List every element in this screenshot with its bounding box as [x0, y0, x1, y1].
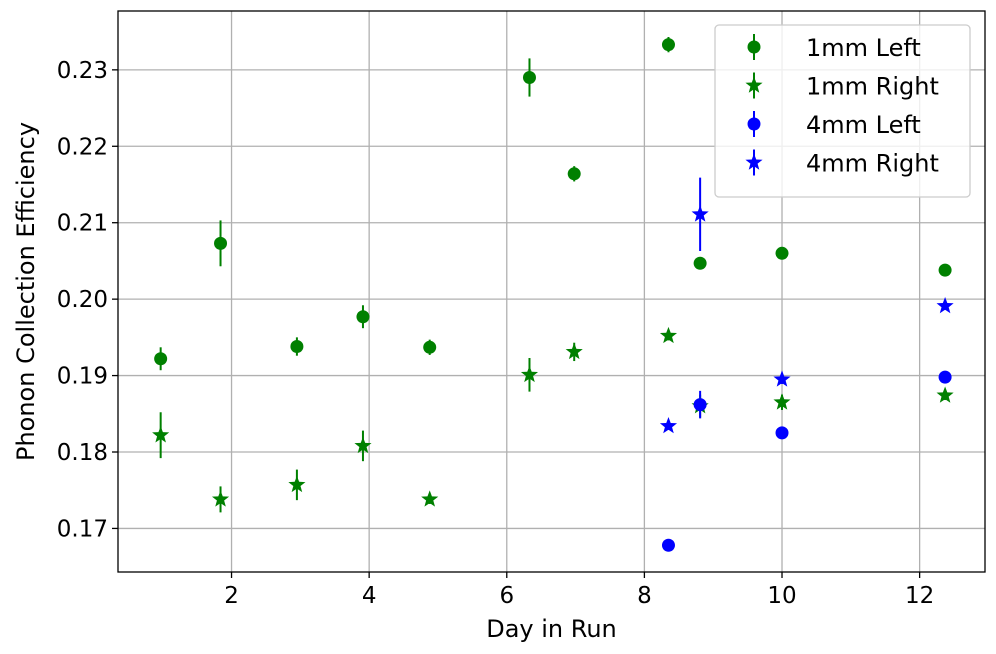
1mm-right-point [773, 393, 791, 410]
y-tick-label: 0.17 [57, 516, 108, 542]
1mm-right-point [211, 490, 230, 507]
1mm-right-point [520, 365, 539, 383]
x-tick-label: 12 [905, 583, 934, 609]
4mm-left-point [938, 370, 952, 384]
x-axis-title: Day in Run [486, 615, 617, 643]
1mm-left-point [522, 70, 536, 84]
x-tick-label: 6 [499, 583, 514, 609]
y-axis-title: Phonon Collection Efficiency [12, 122, 40, 461]
legend-label-4mm-left: 4mm Left [806, 111, 921, 139]
1mm-left-point [693, 256, 707, 270]
legend-label-4mm-right: 4mm Right [806, 150, 939, 178]
1mm-left-point [661, 38, 675, 52]
1mm-right-point [421, 490, 439, 507]
x-tick-label: 8 [637, 583, 652, 609]
1mm-left-point [938, 263, 952, 277]
legend-label-1mm-left: 1mm Left [806, 34, 921, 62]
y-tick-label: 0.18 [57, 440, 108, 466]
legend: 1mm Left 1mm Right 4mm Left 4mm Right [714, 24, 971, 198]
y-tick-label: 0.20 [57, 287, 108, 313]
data-markers [152, 38, 954, 552]
1mm-left-point [775, 246, 789, 260]
4mm-left-point [661, 538, 675, 552]
1mm-right-point [936, 386, 954, 403]
4mm-right-point [773, 370, 791, 387]
1mm-left-point [567, 167, 581, 181]
4mm-right-point [936, 297, 954, 314]
1mm-left-point [423, 340, 437, 354]
plot-frame [117, 10, 986, 573]
1mm-left-point [154, 352, 168, 366]
1mm-left-point [214, 236, 228, 250]
1mm-right-point [659, 326, 678, 344]
4mm-right-point [659, 417, 678, 434]
legend-box [714, 24, 971, 198]
4mm-left-point [775, 426, 789, 440]
legend-marker-1mm-left [747, 40, 761, 54]
legend-marker-4mm-right [745, 153, 763, 170]
1mm-right-point [288, 475, 306, 493]
y-tick-label: 0.21 [57, 211, 108, 237]
4mm-left-point [693, 398, 707, 412]
1mm-right-point [565, 342, 583, 360]
1mm-right-point [152, 426, 170, 443]
legend-label-1mm-right: 1mm Right [806, 73, 939, 101]
axis-ticks: 2 4 6 8 10 12 0.17 0.18 0.19 0.20 0.21 0.22 0.23 [57, 58, 934, 609]
legend-marker-1mm-right [745, 76, 763, 93]
x-tick-label: 10 [767, 583, 796, 609]
1mm-left-point [290, 340, 304, 354]
legend-marker-4mm-left [747, 117, 761, 131]
1mm-left-point [356, 310, 370, 324]
1mm-right-point [354, 436, 372, 454]
grid [118, 11, 985, 572]
y-tick-label: 0.19 [57, 364, 108, 390]
4mm-right-point [691, 205, 709, 222]
y-tick-label: 0.22 [57, 134, 108, 160]
x-tick-label: 4 [362, 583, 377, 609]
y-tick-label: 0.23 [57, 58, 108, 84]
x-tick-label: 2 [224, 583, 239, 609]
